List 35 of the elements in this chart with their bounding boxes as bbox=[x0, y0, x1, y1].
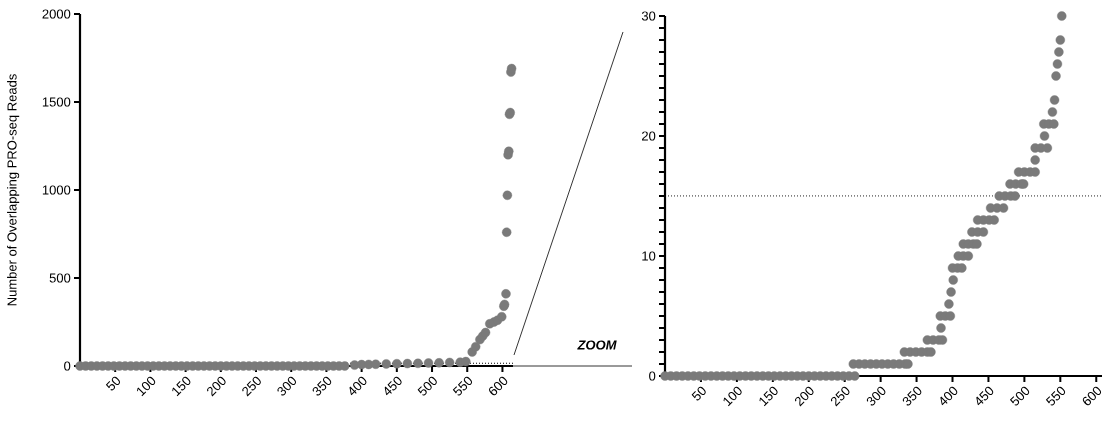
x-tick-label: 200 bbox=[207, 376, 226, 397]
x-tick-label: 600 bbox=[489, 376, 508, 396]
x-tick-label: 400 bbox=[349, 376, 367, 396]
x-tick-label: 500 bbox=[417, 376, 437, 396]
x-tick-label: 550 bbox=[1045, 386, 1066, 406]
x-tick-label: 450 bbox=[976, 386, 994, 406]
x-tick-label: 200 bbox=[794, 386, 814, 407]
x-tick-label: 150 bbox=[759, 386, 778, 407]
x-tick-label: 350 bbox=[902, 386, 922, 406]
y-tick-label: 0 bbox=[64, 361, 71, 371]
x-tick-label: 300 bbox=[277, 376, 297, 396]
x-tick-label: 300 bbox=[866, 386, 886, 406]
x-tick-label: 250 bbox=[830, 386, 850, 407]
x-tick-label: 150 bbox=[172, 376, 191, 397]
x-tick-label: 100 bbox=[723, 386, 742, 407]
x-tick-label: 500 bbox=[1009, 386, 1030, 406]
y-tick-label: 20 bbox=[642, 131, 656, 141]
y-tick-label: 30 bbox=[641, 11, 656, 21]
y-axis-title: Number of Overlapping PRO-seq Reads bbox=[7, 74, 20, 306]
y-tick-label: 500 bbox=[49, 273, 71, 283]
x-tick-label: 100 bbox=[137, 376, 156, 397]
x-tick-label: 400 bbox=[940, 386, 958, 406]
y-tick-label: 0 bbox=[649, 371, 656, 381]
y-tick-label: 1500 bbox=[42, 97, 71, 107]
y-tick-label: 10 bbox=[642, 251, 656, 261]
x-tick-label: 450 bbox=[384, 376, 402, 396]
y-tick-label: 2000 bbox=[42, 9, 71, 19]
x-tick-label: 250 bbox=[242, 376, 261, 397]
x-tick-label: 600 bbox=[1082, 386, 1102, 406]
x-tick-label: 350 bbox=[312, 376, 332, 396]
y-tick-label: 1000 bbox=[42, 185, 71, 195]
text: ZOOM bbox=[577, 340, 617, 350]
x-tick-label: 50 bbox=[691, 386, 706, 401]
x-tick-label: 550 bbox=[452, 376, 473, 396]
x-tick-label: 50 bbox=[105, 376, 121, 391]
